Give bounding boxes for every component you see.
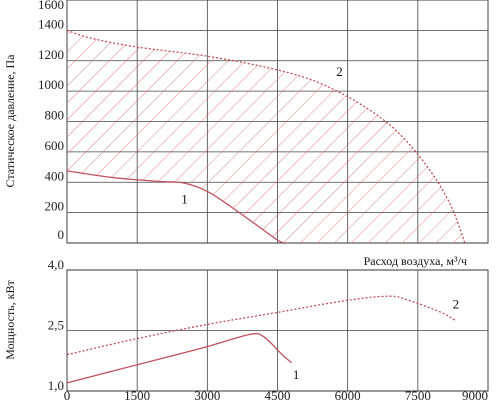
- x-tick-label: 0: [64, 388, 71, 403]
- y-tick-label: 4,0: [48, 257, 64, 272]
- y-tick-label: 2,5: [48, 318, 64, 333]
- power-y-ticks: 1,0 2,5 4,0: [48, 257, 64, 393]
- y-tick-label: 600: [45, 138, 65, 153]
- power-grid: [66, 270, 489, 391]
- y-tick-label: 1,0: [48, 378, 64, 393]
- power-curve-1-label: 1: [293, 367, 300, 382]
- y-tick-label: 1600: [38, 0, 64, 12]
- pressure-curve-1: [67, 170, 285, 243]
- x-tick-label: 3000: [194, 388, 220, 403]
- y-tick-label: 200: [45, 199, 65, 214]
- power-plot: 1,02,54,0 0 1500 3000 4500 6000 7500 9000 1 2 …: [3, 257, 489, 403]
- x-tick-label: 1500: [124, 388, 150, 403]
- pressure-curve-2: [67, 29, 466, 243]
- airflow-axis-label: Расход воздуха, м³/ч: [364, 254, 467, 268]
- pressure-curve-1-label: 1: [181, 191, 188, 206]
- pressure-plot: 0 200 400 600 800 1000 1200 1400 1600 1 2 Статич…: [3, 0, 489, 268]
- power-curve-1: [67, 332, 292, 384]
- airflow-x-ticks: 0 1500 3000 4500 6000 7500 9000: [64, 388, 488, 403]
- x-tick-label: 4500: [265, 388, 291, 403]
- power-curve-2: [67, 295, 456, 356]
- operating-range-hatch: [67, 30, 465, 243]
- pressure-axis-label: Статическое давление, Па: [3, 54, 17, 188]
- x-tick-label: 9000: [462, 388, 488, 403]
- pressure-y-ticks: 0 200 400 600 800 1000 1200 1400 1600: [38, 0, 64, 242]
- x-tick-label: 6000: [335, 388, 361, 403]
- power-curve-2-label: 2: [453, 296, 460, 311]
- y-tick-label: 1400: [38, 16, 64, 31]
- y-tick-label: 0: [58, 227, 65, 242]
- power-axis-label: Мощность, кВт: [3, 280, 17, 360]
- y-tick-label: 1000: [38, 77, 64, 92]
- y-tick-label: 1200: [38, 47, 64, 62]
- y-tick-label: 400: [45, 168, 65, 183]
- y-tick-label: 800: [45, 108, 65, 123]
- x-tick-label: 7500: [405, 388, 431, 403]
- pressure-curve-2-label: 2: [336, 64, 343, 79]
